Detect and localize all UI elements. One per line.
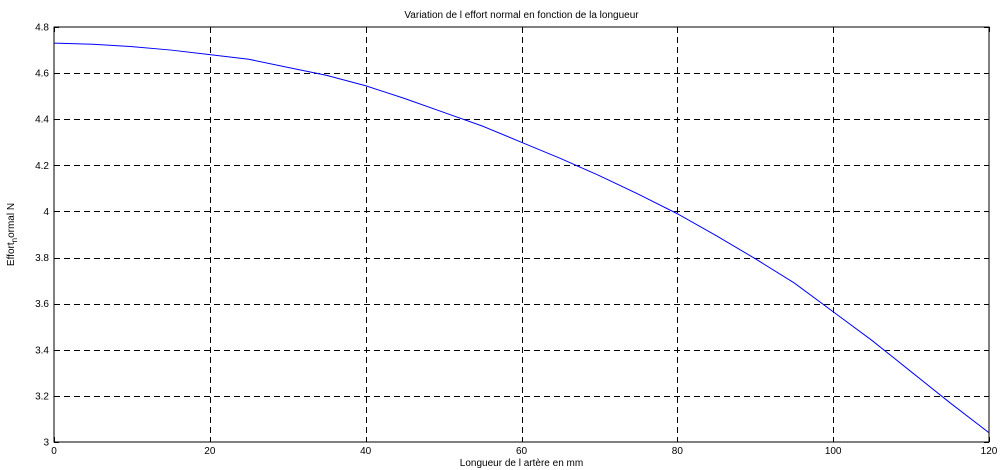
y-tick-label: 3.2 [35, 391, 49, 402]
y-tick-label: 4.4 [35, 115, 49, 126]
x-tick-labels: 0 20 40 60 80 100 120 [51, 446, 998, 457]
grid-lines [54, 27, 989, 442]
y-tick-label: 4.2 [35, 161, 49, 172]
plot-area [54, 27, 989, 442]
x-tick-label: 40 [360, 446, 372, 457]
plot-border [53, 26, 990, 443]
y-tick-label: 4.6 [35, 69, 49, 80]
y-axis-title-main: Effort [6, 242, 17, 266]
x-tick-label: 80 [672, 446, 684, 457]
series-line [53, 42, 990, 434]
y-tick-label: 3.8 [35, 253, 49, 264]
y-axis-title-subscript: n [10, 238, 19, 242]
y-tick-label: 4 [43, 207, 49, 218]
y-tick-label: 3.4 [35, 345, 49, 356]
y-tick-labels: 3 3.2 3.4 3.6 3.8 4 4.2 4.4 4.6 4.8 [35, 23, 49, 449]
y-axis-title: Effortnormal N [6, 203, 19, 266]
y-tick-label: 3 [43, 438, 49, 449]
x-tick-label: 0 [51, 446, 57, 457]
y-tick-label: 4.8 [35, 23, 49, 34]
x-tick-label: 20 [204, 446, 216, 457]
y-axis-title-rest: ormal N [6, 203, 17, 238]
x-tick-label: 60 [516, 446, 528, 457]
x-axis-title: Longueur de l artère en mm [460, 458, 583, 469]
chart-title: Variation de l effort normal en fonction… [404, 10, 639, 21]
x-tick-label: 100 [825, 446, 842, 457]
y-tick-label: 3.6 [35, 299, 49, 310]
x-tick-label: 120 [981, 446, 998, 457]
